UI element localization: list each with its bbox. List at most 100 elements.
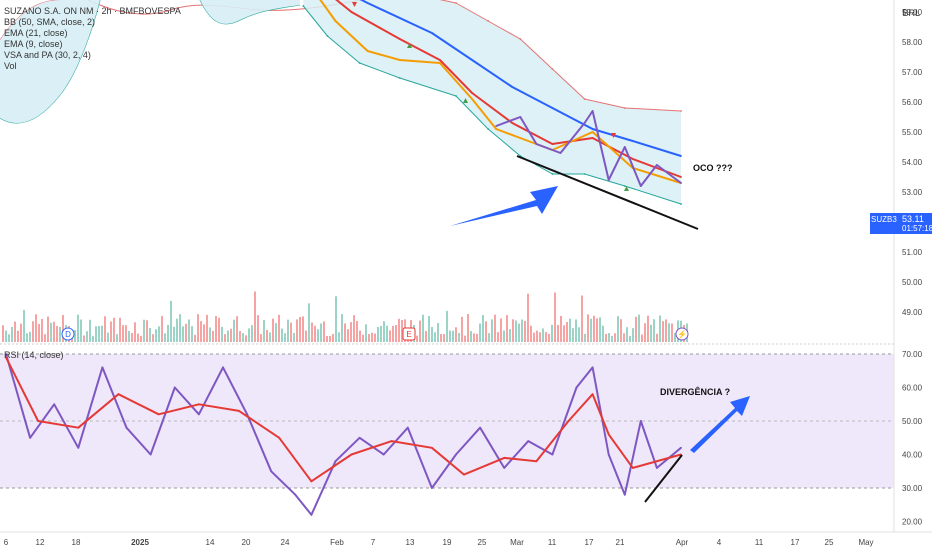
volume-bar [605,333,607,342]
volume-bar [137,333,139,342]
x-tick-label: Apr [676,538,689,547]
volume-bar [140,335,142,342]
point-rsi [29,436,32,439]
point-upper_band [519,38,522,40]
series-upper_band[interactable] [303,0,682,112]
point-rsi [149,453,152,456]
volume-bar [227,330,229,342]
point-rsi_ma [463,473,465,476]
y-tick-label: 54.00 [902,158,923,167]
annotation-divergence[interactable]: DIVERGÊNCIA ? [660,387,731,397]
point-lower_band [358,62,361,64]
volume-bar [368,334,370,342]
volume-bar [647,315,649,342]
point-price [591,110,594,112]
point-rsi [455,453,457,456]
point-ema_slow [591,128,594,130]
point-rsi [222,366,224,369]
volume-bar [476,333,478,342]
point-price [583,122,586,124]
volume-bar [341,314,343,342]
currency-label[interactable]: BRL [902,8,920,18]
volume-bar [254,291,256,342]
legend-ema21[interactable]: EMA (21, close) [4,28,68,38]
volume-bar [626,327,628,342]
point-ema_fast [591,131,594,133]
point-upper_band [583,98,586,100]
support-trendline[interactable] [516,155,699,230]
volume-bar [104,316,106,342]
volume-bar [2,325,4,342]
volume-bar [482,315,484,342]
volume-bar [11,326,13,342]
point-rsi [358,436,361,439]
volume-bar [170,300,172,342]
point-ema_mid [631,158,634,160]
volume-bar [188,319,190,342]
legend-vol[interactable]: Vol [4,61,17,71]
point-ema_mid [551,143,554,145]
price-tag-symbol: SUZB3 [871,215,897,224]
volume-bar [191,326,193,342]
volume-bar [608,333,610,342]
x-tick-label: 11 [548,538,557,547]
volume-bar [23,309,25,342]
volume-bar [470,331,472,342]
volume-bar [176,318,178,342]
volume-bar [506,315,508,342]
event-bolt-icon[interactable] [675,327,689,341]
annotation-oco[interactable]: OCO ??? [693,163,733,173]
point-lower_band [551,173,554,175]
volume-bar [554,292,556,342]
volume-bar [485,321,487,342]
volume-bar [98,325,100,342]
dividend-badge-icon[interactable] [61,327,75,341]
volume-bar [455,327,457,342]
legend-symbol[interactable]: SUZANO S.A. ON NM · 2h · BMFBOVESPA [4,6,181,16]
x-tick-label: 20 [242,538,251,547]
arrow-rsi-icon[interactable] [690,396,750,453]
point-price [639,185,642,187]
point-rsi [5,353,7,355]
volume-bar [233,319,235,342]
volume-bar [221,326,223,342]
volume-bar [164,333,166,342]
x-tick-label: 13 [406,538,415,547]
volume-bar [566,321,568,342]
legend-bb[interactable]: BB (50, SMA, close, 2) [4,17,96,27]
volume-bar [527,293,529,342]
earnings-badge-icon[interactable] [402,327,416,341]
volume-bar [353,315,355,342]
volume-bar [125,325,127,342]
point-rsi [623,493,626,496]
x-tick-label: May [858,538,873,547]
buy-signal-icon [407,43,412,48]
point-ema_slow [551,107,554,109]
legend-vsa[interactable]: VSA and PA (30, 2, 4) [4,50,91,60]
volume-bar [32,321,34,342]
legend-ema9[interactable]: EMA (9, close) [4,39,63,49]
volume-bar [251,325,253,342]
volume-bar [515,320,517,342]
volume-bar [158,326,160,342]
volume-bar [50,322,52,342]
rsi-legend[interactable]: RSI (14, close) [4,350,64,360]
volume-bar [230,328,232,342]
x-tick-label: 7 [371,538,376,547]
volume-bar [272,318,274,342]
point-rsi [479,426,482,429]
rsi-trendline[interactable] [644,454,683,503]
point-lower_band [680,203,682,205]
point-upper_band [680,110,682,112]
volume-bar [203,324,205,342]
arrow-main-icon[interactable] [450,186,558,226]
series-ema_mid[interactable] [303,0,682,178]
volume-bar [578,327,580,342]
volume-bar [119,317,121,342]
volume-bar [503,330,505,342]
volume-bar [47,316,49,342]
point-upper_band [455,2,457,4]
volume-bar [305,330,307,342]
series-rsi_ma[interactable] [5,356,682,483]
